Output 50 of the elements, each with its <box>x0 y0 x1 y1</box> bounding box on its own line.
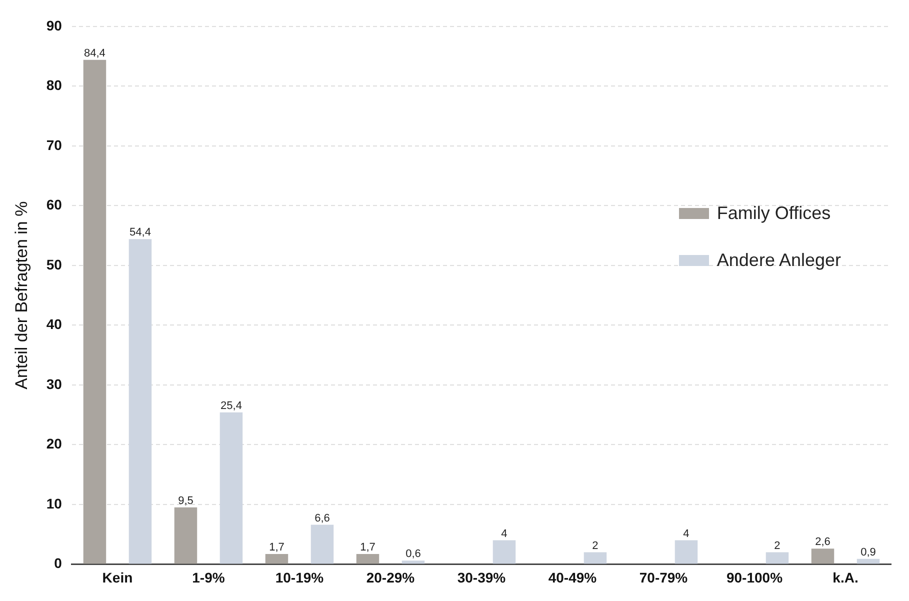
bar <box>356 554 380 564</box>
bar <box>174 507 198 564</box>
bar <box>856 558 880 564</box>
y-axis-title: Anteil der Befragten in % <box>12 201 31 390</box>
x-tick-label: 1-9% <box>192 569 226 586</box>
x-tick-label: 30-39% <box>457 569 506 586</box>
data-label: 0,9 <box>860 546 876 558</box>
data-label: 1,7 <box>360 542 376 554</box>
data-label: 2,6 <box>815 536 830 548</box>
bar <box>128 239 152 564</box>
data-label: 84,4 <box>84 47 106 60</box>
y-tick-label: 50 <box>46 256 62 272</box>
bar <box>584 552 607 564</box>
data-label: 1,7 <box>269 542 284 554</box>
data-label: 2 <box>592 540 598 552</box>
legend-label: Andere Anleger <box>716 250 841 271</box>
data-label: 9,5 <box>178 494 194 507</box>
legend-label: Family Offices <box>716 203 831 224</box>
x-tick-label: 70-79% <box>639 569 688 586</box>
y-tick-label: 20 <box>46 436 62 452</box>
bar <box>310 524 334 564</box>
y-tick-label: 70 <box>46 136 62 153</box>
y-tick-label: 10 <box>46 495 62 512</box>
data-label: 4 <box>683 528 690 540</box>
y-tick-label: 0 <box>54 555 62 572</box>
data-label: 2 <box>774 540 780 552</box>
bar <box>220 412 243 564</box>
x-tick-label: 10-19% <box>275 569 324 586</box>
data-label: 25,4 <box>220 400 242 412</box>
x-tick-label: 20-29% <box>366 569 416 586</box>
x-tick-label: Kein <box>102 569 133 586</box>
data-label: 6,6 <box>314 512 330 524</box>
bar <box>402 560 425 564</box>
y-tick-label: 80 <box>46 77 62 94</box>
y-tick-label: 40 <box>46 316 62 332</box>
y-tick-label: 60 <box>46 196 62 213</box>
y-tick-label: 30 <box>46 376 62 392</box>
bar <box>492 540 516 564</box>
data-label: 54,4 <box>130 226 151 239</box>
x-tick-label: 90-100% <box>726 569 784 586</box>
x-tick-label: 40-49% <box>548 569 598 586</box>
data-label: 4 <box>501 528 508 540</box>
bar <box>674 540 698 564</box>
x-tick-label: k.A. <box>832 569 858 586</box>
bar <box>265 554 288 564</box>
y-tick-label: 90 <box>46 17 62 34</box>
data-label: 0,6 <box>406 548 421 560</box>
bar <box>83 60 106 564</box>
bar <box>766 552 789 564</box>
bar <box>811 548 834 564</box>
